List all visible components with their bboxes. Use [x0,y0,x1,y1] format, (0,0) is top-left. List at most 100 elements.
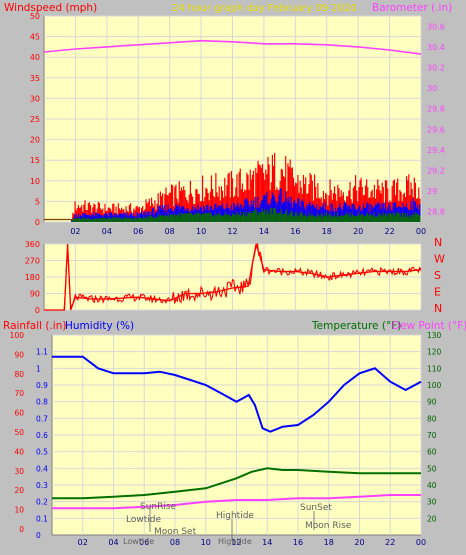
barometer-series [43,39,422,55]
barometer-tick: 29.8 [427,105,445,114]
barometer-tick: 29.6 [427,125,445,134]
temperature-line [52,467,421,500]
hightide-label: Hightide [216,511,254,521]
humidity-tick: 0.7 [36,414,48,423]
compass-letter: N [434,236,442,249]
compass-letter: W [434,253,445,266]
wind-direction-series [44,242,422,311]
humidity-axis-ticks: 1.1 1 0.9 0.8 0.7 0.6 0.5 0.4 0.3 0.2 0.1 0 [36,348,48,540]
windspeed-tick: 30 [30,94,40,103]
temp-x-tick: 20 [354,538,364,547]
temp-x-tick: 10 [201,538,211,547]
rainfall-title: Rainfall (.in) [3,320,66,332]
humidity-tick: 1 [36,364,41,373]
compass-letter: E [434,286,441,299]
humidity-tick: 0 [36,531,41,540]
wind-x-tick: 16 [290,227,300,236]
barometer-line [43,39,422,55]
dewpoint-title: Dew Point (°F) [392,320,466,332]
temp-humidity-panel: Rainfall (.in) Humidity (%) Temperature … [3,320,466,547]
lowtide-bottom-label: Lowtide [123,537,154,546]
barometer-tick: 29.2 [427,167,445,176]
temperature-tick: 100 [427,381,442,390]
temperature-title: Temperature (°F) [311,320,401,332]
hightide-bottom-label: Hightide [218,537,252,546]
temperature-tick: 60 [427,448,437,457]
temp-x-tick: 22 [385,538,395,547]
temperature-tick: 90 [427,398,437,407]
wind-x-tick: 20 [353,227,363,236]
wind-plot-grid [44,15,422,223]
rainfall-tick: 30 [14,467,24,476]
barometer-tick: 30.6 [427,22,445,31]
windspeed-tick: 20 [30,136,40,145]
wind-x-tick: 12 [227,227,237,236]
temp-x-tick: 06 [139,538,149,547]
moonset-label: Moon Set [154,527,197,537]
barometer-tick: 30.2 [427,64,445,73]
wind-direction-tick: 0 [35,306,40,315]
humidity-tick: 0.1 [36,514,48,523]
temp-x-tick: 02 [78,538,88,547]
windspeed-tick: 25 [30,115,40,124]
humidity-title: Humidity (%) [65,320,134,332]
compass-letter: S [434,269,441,282]
rainfall-tick: 20 [14,486,24,495]
humidity-tick: 0.4 [36,464,48,473]
barometer-tick: 28.8 [427,208,445,217]
temp-x-tick: 14 [262,538,272,547]
windspeed-tick: 5 [35,197,40,206]
rainfall-tick: 70 [14,389,24,398]
barometer-title: Barometer (.in) [372,2,452,14]
wind-x-axis-ticks: 02 04 06 08 10 12 14 16 18 20 22 00 [70,227,426,236]
wind-x-tick: 10 [196,227,206,236]
wind-direction-line [44,243,422,311]
sunrise-label: SunRise [140,502,177,512]
barometer-tick: 30.4 [427,43,445,52]
wind-x-tick: 22 [384,227,394,236]
wind-x-tick: 04 [102,227,112,236]
windspeed-title: Windspeed (mph) [4,2,97,14]
barometer-tick: 29 [427,187,437,196]
temp-humidity-series [52,355,422,510]
graph-day-title: 24 hour graph day February 09 2020 [172,3,357,14]
barometer-axis-ticks: 30.6 30.4 30.2 30 29.8 29.6 29.4 29.2 29 28.8 [427,22,445,216]
wind-x-tick: 02 [70,227,80,236]
temperature-tick: 30 [427,498,437,507]
wind-direction-tick: 90 [30,290,40,299]
windspeed-tick: 50 [30,12,40,21]
wind-direction-trace [44,242,422,311]
windspeed-tick: 15 [30,156,40,165]
humidity-tick: 0.2 [36,498,48,507]
wind-direction-grid [44,243,422,311]
rainfall-tick: 10 [14,506,24,515]
temp-humidity-grid [52,334,422,535]
temperature-axis-ticks: 130 120 110 100 90 80 70 60 50 40 30 20 [427,331,442,523]
humidity-tick: 0.5 [36,448,48,457]
temperature-tick: 70 [427,431,437,440]
rainfall-tick: 50 [14,428,24,437]
wind-direction-tick: 180 [25,273,40,282]
wind-x-tick: 18 [322,227,332,236]
temp-x-tick: 16 [293,538,303,547]
windspeed-tick: 10 [30,177,40,186]
humidity-tick: 0.3 [36,481,48,490]
rainfall-tick: 80 [14,370,24,379]
humidity-tick: 1.1 [36,348,48,357]
temp-x-tick: 04 [108,538,118,547]
compass-letter: N [434,302,442,315]
windspeed-tick: 35 [30,74,40,83]
wind-x-tick: 14 [259,227,269,236]
barometer-tick: 30 [427,84,437,93]
wind-x-tick: 00 [416,227,426,236]
rainfall-tick: 60 [14,409,24,418]
wind-bars [44,153,421,222]
humidity-line [52,355,422,433]
temp-x-axis-ticks: 02 04 06 08 10 12 14 16 18 20 22 00 [78,538,426,547]
humidity-tick: 0.6 [36,431,48,440]
